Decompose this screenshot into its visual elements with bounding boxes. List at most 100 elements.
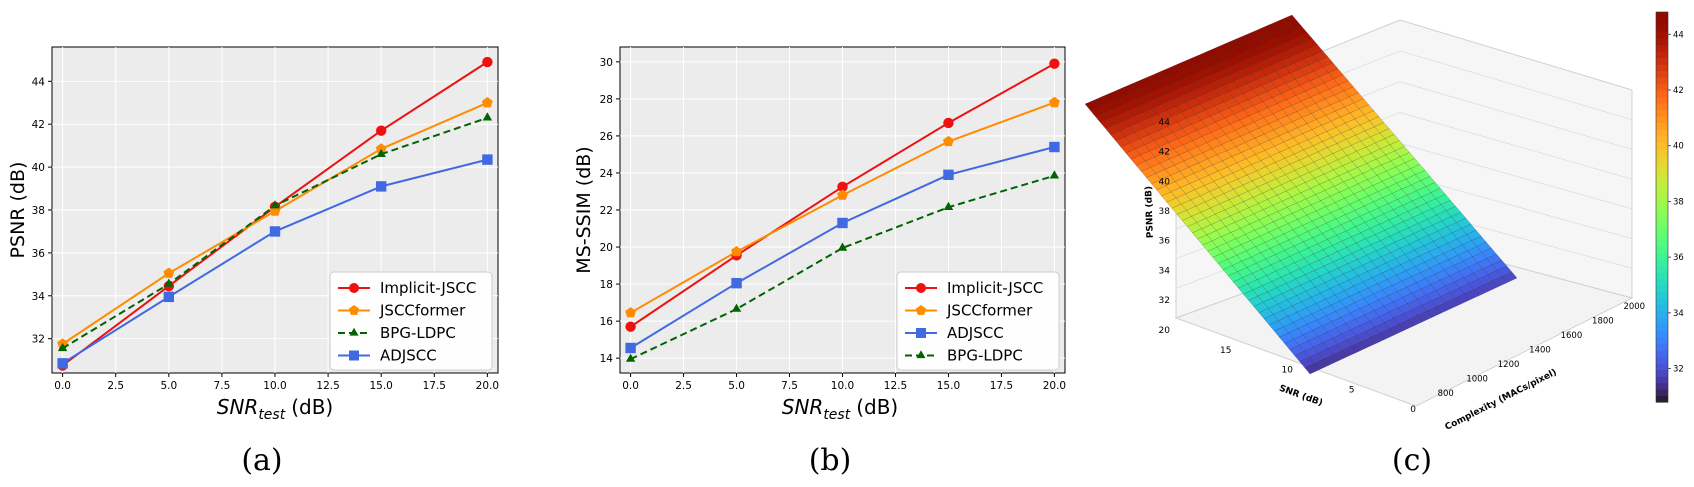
x-tick-label: 5.0 [728, 380, 745, 392]
y-tick-label: 1800 [1592, 317, 1614, 327]
colorbar-segment [1656, 239, 1668, 247]
legend-marker-implicit-jscc [916, 283, 926, 293]
series-lines [625, 58, 1060, 362]
data-point-implicit-jscc [837, 181, 848, 193]
colorbar-segment [1656, 207, 1668, 215]
colorbar-segment [1656, 265, 1668, 273]
colorbar-segment [1656, 389, 1668, 397]
x-tick-label: 5.0 [160, 380, 177, 392]
colorbar-segment [1656, 31, 1668, 39]
x-tick-label: 15.0 [369, 380, 392, 392]
y-tick-label: 36 [32, 248, 46, 260]
colorbar-segment [1656, 395, 1668, 403]
y-tick-label: 18 [600, 279, 613, 291]
z-tick-label: 34 [1159, 266, 1171, 276]
legend-label-implicit-jscc: Implicit-JSCC [947, 279, 1043, 297]
legend-label-bpg-ldpc: BPG-LDPC [947, 347, 1023, 365]
colorbar-segment [1656, 304, 1668, 312]
x-tick-label: 10.0 [831, 380, 854, 392]
data-point-bpg-ldpc [376, 148, 386, 157]
colorbar-segment [1656, 311, 1668, 319]
data-point-implicit-jscc [482, 56, 493, 68]
y-tick-label: 800 [1438, 389, 1454, 399]
legend-box [896, 271, 1060, 371]
x-axis-title: SNRtest (dB) [782, 395, 898, 423]
legend-marker-jsccformer [348, 305, 360, 315]
data-point-implicit-jscc [625, 321, 636, 332]
z-tick-label: 36 [1159, 237, 1171, 247]
data-point-adjscc [375, 181, 387, 192]
x-tick-label: 7.5 [781, 380, 798, 392]
x-tick-label: 2.5 [675, 380, 692, 392]
x-tick-label: 0.0 [54, 380, 71, 392]
data-point-adjscc [625, 342, 636, 354]
colorbar-segment [1656, 317, 1668, 325]
data-point-bpg-ldpc [270, 200, 280, 209]
data-point-implicit-jscc [943, 117, 954, 129]
3d-axis-ticks: 32 34 36 38 40 42 44 0 5 10 15 20 800 1000 1200 1400 160… [1159, 118, 1646, 415]
z-tick-label: 44 [1159, 118, 1171, 128]
z-tick-label: 32 [1159, 296, 1170, 306]
x-axis-title: SNRtest (dB) [217, 395, 333, 423]
y-tick-label: 28 [600, 94, 613, 106]
colorbar-segment [1656, 343, 1668, 351]
x-tick-label: 15.0 [937, 380, 960, 392]
colorbar-segment [1656, 38, 1668, 46]
legend-box [329, 271, 493, 371]
x-tick-label: 17.5 [423, 380, 446, 392]
data-point-bpg-ldpc [625, 353, 636, 362]
legend-marker-bpg-ldpc [349, 327, 359, 336]
legend-label-bpg-ldpc: BPG-LDPC [380, 324, 456, 342]
colorbar-segment [1656, 259, 1668, 267]
colorbar-segment [1656, 278, 1668, 286]
colorbar-segment [1656, 57, 1668, 65]
ms-ssim-line-chart: 0.0 2.5 5.0 7.5 10.0 12.5 15.0 17.5 20.0 14 16 18 2… [573, 46, 1066, 478]
z-tick-label: 38 [1159, 207, 1171, 217]
y-tick-label: 40 [32, 162, 45, 174]
colorbar-segment [1656, 363, 1668, 371]
y-axis-title: PSNR (dB) [7, 162, 29, 259]
colorbar-segment [1656, 18, 1668, 26]
data-point-bpg-ldpc [57, 342, 68, 352]
x-tick-label: 10 [1282, 366, 1294, 376]
colorbar-segment [1656, 194, 1668, 202]
y-tick-label: 32 [32, 334, 45, 346]
psnr-surface-plot: 32 34 36 38 40 42 44 0 5 10 15 20 800 1000 1200 1400 160… [1084, 11, 1684, 478]
x-axis-title-sub: test [823, 407, 850, 423]
colorbar-tick-label: 40 [1673, 142, 1684, 152]
surface-mesh [1084, 14, 1518, 375]
data-point-jsccformer [943, 135, 954, 147]
colorbar-segment [1656, 174, 1668, 182]
y-tick-label: 1000 [1466, 374, 1488, 384]
y-tick-label: 24 [600, 168, 614, 180]
colorbar-tick-label: 34 [1673, 309, 1684, 319]
y-tick-label: 38 [32, 205, 45, 217]
legend-marker-adjscc [916, 328, 926, 338]
data-point-bpg-ldpc [837, 242, 848, 251]
y-tick-label: 14 [600, 353, 614, 365]
legend-label-adjscc: ADJSCC [380, 347, 437, 365]
colorbar-segment [1656, 116, 1668, 124]
y-tick-label: 22 [600, 205, 613, 217]
data-point-adjscc [1049, 141, 1060, 153]
x-tick-label: 20 [1159, 326, 1171, 336]
panel-caption: (a) [241, 443, 282, 478]
x-tick-label: 0.0 [622, 380, 639, 392]
y-axis-title: MS-SSIM (dB) [573, 146, 595, 273]
colorbar-segment [1656, 135, 1668, 143]
colorbar-segment [1656, 181, 1668, 189]
data-point-jsccformer [481, 97, 493, 108]
legend-marker-jsccformer [915, 305, 927, 315]
data-point-adjscc [269, 226, 281, 237]
x-axis-title: SNR (dB) [1278, 384, 1324, 409]
colorbar-segment [1656, 83, 1668, 91]
colorbar-segment [1656, 103, 1668, 111]
legend-label-implicit-jscc: Implicit-JSCC [380, 279, 476, 297]
y-axis-ticks: 32 34 36 38 40 42 44 [32, 76, 52, 346]
colorbar-segment [1656, 70, 1668, 78]
colorbar-segment [1656, 330, 1668, 338]
colorbar-border [1655, 11, 1669, 403]
colorbar-tick-label: 38 [1673, 197, 1684, 207]
y-tick-label: 30 [600, 57, 613, 69]
